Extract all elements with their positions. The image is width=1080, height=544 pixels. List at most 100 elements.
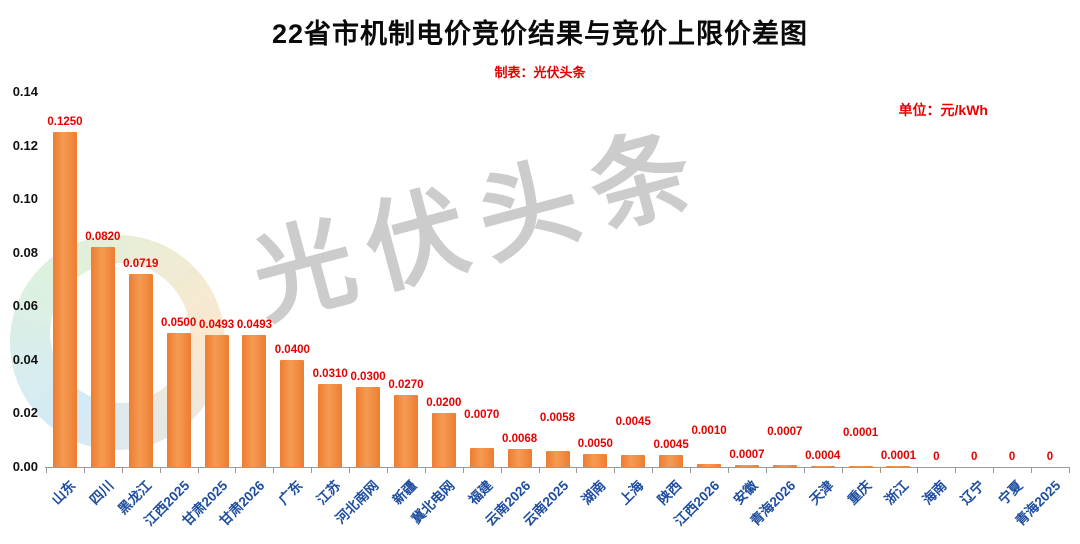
- x-axis-tick: [273, 468, 275, 473]
- chart-subtitle: 制表：光伏头条: [494, 65, 586, 80]
- bar-value-label: 0.1250: [47, 116, 83, 128]
- bar: [697, 464, 722, 467]
- y-axis-label: 0.10: [12, 191, 38, 207]
- bar-value-label: 0.0820: [85, 231, 121, 243]
- bar-value-label: 0.0200: [426, 397, 462, 409]
- bar: [431, 413, 456, 467]
- bar: [507, 449, 532, 467]
- bar: [318, 384, 343, 467]
- bar-value-label: 0.0001: [842, 427, 879, 439]
- bar: [545, 451, 570, 467]
- y-axis-label: 0.08: [12, 244, 38, 260]
- bar-chart-plot-area: 0.1250 山东 0.0820 四川 0.0719 黑龙江 0.0500 江西2025 0.0…: [45, 93, 1070, 529]
- bar: [90, 247, 115, 467]
- bar: [659, 455, 684, 467]
- y-axis-label: 0.14: [12, 84, 38, 99]
- x-axis-tick: [349, 468, 351, 473]
- bar-value-label: 0.0068: [502, 433, 538, 445]
- bar-value-label: 0.0050: [577, 438, 613, 450]
- x-axis-tick: [159, 468, 161, 473]
- x-axis-tick: [46, 468, 48, 473]
- y-axis-label: 0.02: [12, 405, 38, 421]
- x-axis-tick: [614, 468, 616, 473]
- bar-value-label: 0.0719: [123, 258, 159, 270]
- x-axis-tick: [803, 468, 805, 473]
- bar-value-label: 0.0007: [729, 449, 765, 461]
- bar-value-label: 0.0493: [236, 319, 273, 331]
- y-axis-label: 0.06: [12, 298, 38, 314]
- category-label: 山东: [48, 477, 79, 508]
- bar-value-label: 0: [1046, 451, 1054, 463]
- x-axis-tick: [917, 468, 919, 473]
- x-axis-tick: [652, 468, 654, 473]
- x-axis-tick: [841, 468, 843, 473]
- bar: [280, 360, 305, 467]
- bar: [53, 132, 77, 467]
- category-label: 海南: [920, 477, 950, 508]
- bar-value-label: 0: [1008, 451, 1016, 463]
- x-axis-tick: [955, 468, 957, 473]
- bar: [242, 335, 267, 467]
- bar-value-label: 0.0001: [880, 450, 917, 462]
- bar: [166, 333, 191, 467]
- bar: [204, 335, 229, 467]
- bar-value-label: 0.0007: [767, 426, 803, 438]
- bar: [621, 455, 646, 467]
- bar: [583, 454, 608, 467]
- y-axis-label: 0.12: [12, 137, 38, 153]
- x-axis-tick: [879, 468, 881, 473]
- bar: [469, 448, 494, 467]
- chart-title: 22省市机制电价竞价结果与竞价上限价差图: [271, 19, 809, 49]
- x-axis-tick: [690, 468, 692, 473]
- x-axis-tick: [424, 468, 426, 473]
- bar-value-label: 0: [971, 451, 978, 463]
- bar: [393, 395, 418, 467]
- category-label: 浙江: [882, 477, 912, 508]
- x-axis-tick: [1068, 468, 1070, 473]
- y-axis-label: 0.04: [12, 351, 38, 367]
- bar-value-label: 0.0004: [805, 450, 841, 462]
- bar-value-label: 0.0270: [388, 379, 424, 391]
- x-axis-tick: [727, 468, 729, 473]
- x-axis-tick: [538, 468, 540, 473]
- bar: [886, 466, 911, 467]
- bar-value-label: 0.0010: [691, 425, 727, 437]
- category-label: 辽宁: [957, 477, 988, 508]
- x-axis-tick: [765, 468, 767, 473]
- bar: [128, 274, 153, 467]
- bar: [848, 466, 873, 467]
- bar: [734, 465, 759, 467]
- bar-value-label: 0.0045: [653, 439, 689, 451]
- bar-value-label: 0.0493: [198, 319, 235, 331]
- x-axis-tick: [576, 468, 578, 473]
- bar: [772, 465, 797, 467]
- bar-value-label: 0.0058: [539, 412, 576, 424]
- y-axis-label: 0.00: [12, 459, 38, 474]
- x-axis-tick: [311, 468, 313, 473]
- unit-label: 单位：元/kWh: [898, 102, 988, 118]
- x-axis-tick: [197, 468, 199, 473]
- x-axis-tick: [235, 468, 237, 473]
- bar-value-label: 0.0400: [274, 344, 310, 356]
- bar-value-label: 0.0070: [464, 409, 500, 421]
- x-axis-tick: [121, 468, 123, 473]
- bar: [356, 387, 381, 467]
- category-label: 重庆: [844, 477, 874, 508]
- x-axis-tick: [83, 468, 85, 473]
- category-label: 湖南: [579, 477, 609, 508]
- x-axis-tick: [387, 468, 389, 473]
- bar-value-label: 0.0310: [312, 368, 348, 380]
- category-label: 天津: [806, 477, 837, 508]
- x-axis-tick: [500, 468, 502, 473]
- bar-value-label: 0: [933, 451, 940, 463]
- bar-value-label: 0.0300: [350, 371, 386, 383]
- bar-value-label: 0.0045: [615, 416, 651, 428]
- category-label: 上海: [617, 477, 647, 508]
- bar: [810, 466, 835, 467]
- x-axis-tick: [462, 468, 464, 473]
- x-axis-tick: [1031, 468, 1033, 473]
- category-label: 广东: [276, 477, 306, 508]
- x-axis-tick: [993, 468, 995, 473]
- bar-value-label: 0.0500: [161, 317, 197, 329]
